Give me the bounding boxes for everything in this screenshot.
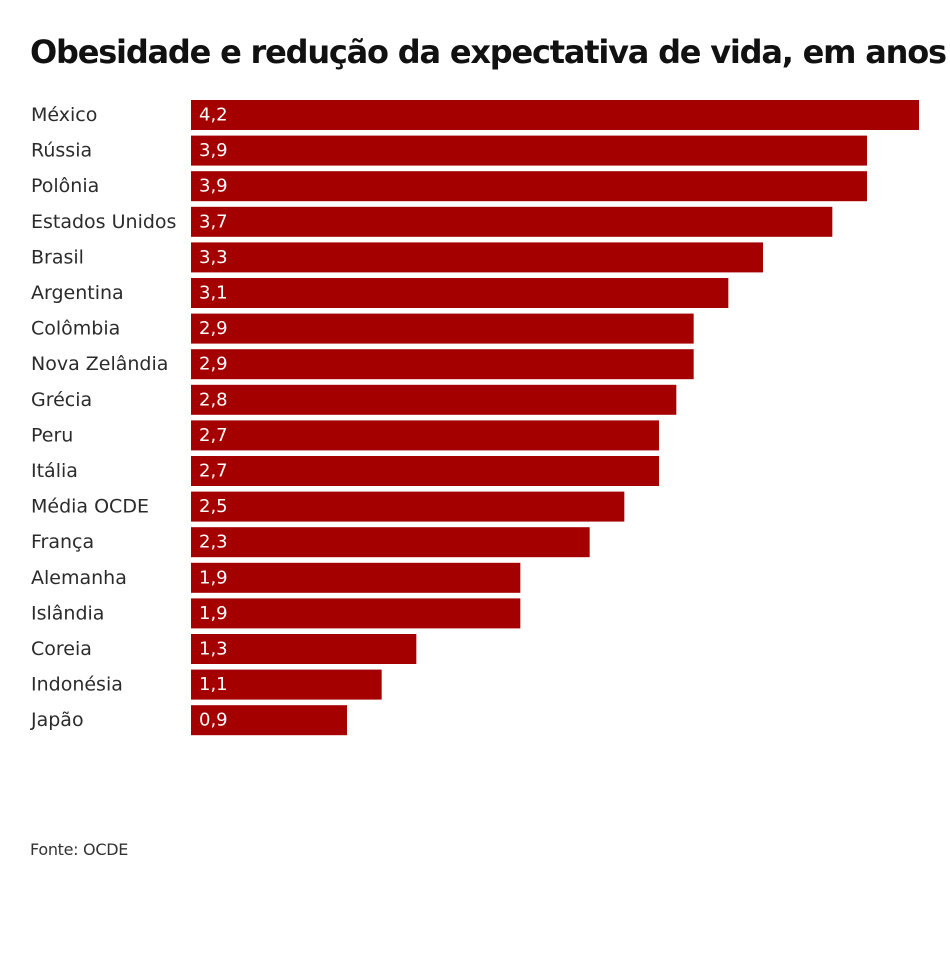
value-label: 4,2 bbox=[199, 105, 228, 126]
category-label: Estados Unidos bbox=[31, 211, 176, 233]
value-label: 2,7 bbox=[199, 425, 228, 446]
bar bbox=[191, 384, 677, 415]
category-label: Média OCDE bbox=[31, 496, 149, 518]
category-label: México bbox=[31, 104, 97, 126]
bar bbox=[191, 420, 659, 451]
category-label: Indonésia bbox=[31, 674, 123, 696]
value-label: 3,1 bbox=[199, 283, 228, 304]
category-label: Coreia bbox=[31, 638, 92, 660]
value-label: 1,9 bbox=[199, 567, 228, 588]
value-label: 2,7 bbox=[199, 461, 228, 482]
bar bbox=[191, 135, 867, 166]
bar bbox=[191, 100, 919, 130]
bar bbox=[191, 456, 659, 486]
bar bbox=[191, 242, 763, 273]
source-note: Fonte: OCDE bbox=[30, 840, 129, 859]
value-label: 3,9 bbox=[199, 176, 228, 197]
bar bbox=[191, 562, 521, 593]
category-label: Grécia bbox=[31, 389, 92, 411]
category-label: Itália bbox=[31, 460, 78, 482]
bar bbox=[191, 491, 625, 522]
bar bbox=[191, 206, 833, 237]
bar bbox=[191, 598, 521, 629]
value-label: 2,5 bbox=[199, 496, 228, 517]
category-label: Polônia bbox=[31, 175, 99, 197]
category-label: Alemanha bbox=[31, 567, 127, 589]
category-label: França bbox=[31, 531, 94, 553]
value-label: 2,8 bbox=[199, 389, 228, 410]
value-label: 2,9 bbox=[199, 354, 228, 375]
category-label: Colômbia bbox=[31, 318, 120, 340]
category-label: Peru bbox=[31, 424, 73, 446]
value-label: 1,1 bbox=[199, 674, 228, 695]
category-label: Islândia bbox=[31, 602, 104, 624]
bar bbox=[191, 669, 382, 700]
value-label: 2,9 bbox=[199, 318, 228, 339]
value-label: 1,3 bbox=[199, 639, 228, 660]
bar bbox=[191, 527, 590, 558]
category-label: Argentina bbox=[31, 282, 124, 304]
value-label: 1,9 bbox=[199, 603, 228, 624]
bar bbox=[191, 278, 729, 308]
category-label: Brasil bbox=[31, 246, 84, 268]
value-label: 3,7 bbox=[199, 211, 228, 232]
bar bbox=[191, 349, 694, 380]
category-label: Rússia bbox=[31, 140, 92, 162]
chart-title: Obesidade e redução da expectativa de vi… bbox=[30, 33, 947, 71]
bar bbox=[191, 705, 347, 736]
bar-chart: México 4,2 Rússia 3,9 Polônia 3,9 Estados Unid… bbox=[30, 100, 919, 736]
value-label: 0,9 bbox=[199, 710, 228, 731]
category-label: Nova Zelândia bbox=[31, 353, 168, 375]
value-label: 3,9 bbox=[199, 140, 228, 161]
bar bbox=[191, 171, 867, 202]
value-label: 2,3 bbox=[199, 532, 228, 553]
category-label: Japão bbox=[30, 709, 84, 731]
value-label: 3,3 bbox=[199, 247, 228, 268]
bar bbox=[191, 313, 694, 344]
bar bbox=[191, 634, 417, 664]
